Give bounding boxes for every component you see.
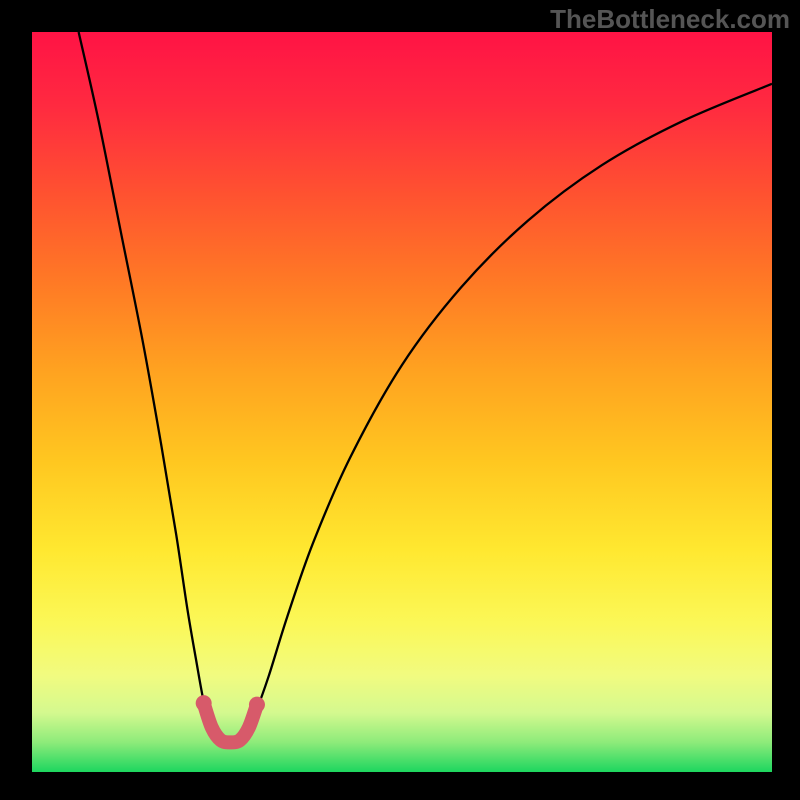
- plot-area: [32, 32, 772, 772]
- watermark-text: TheBottleneck.com: [550, 4, 790, 35]
- left-curve: [79, 32, 222, 739]
- dip-marker-path: [204, 703, 257, 742]
- dip-marker-dots: [196, 695, 265, 712]
- curve-layer: [32, 32, 772, 772]
- chart-container: TheBottleneck.com: [0, 0, 800, 800]
- right-curve: [239, 84, 772, 739]
